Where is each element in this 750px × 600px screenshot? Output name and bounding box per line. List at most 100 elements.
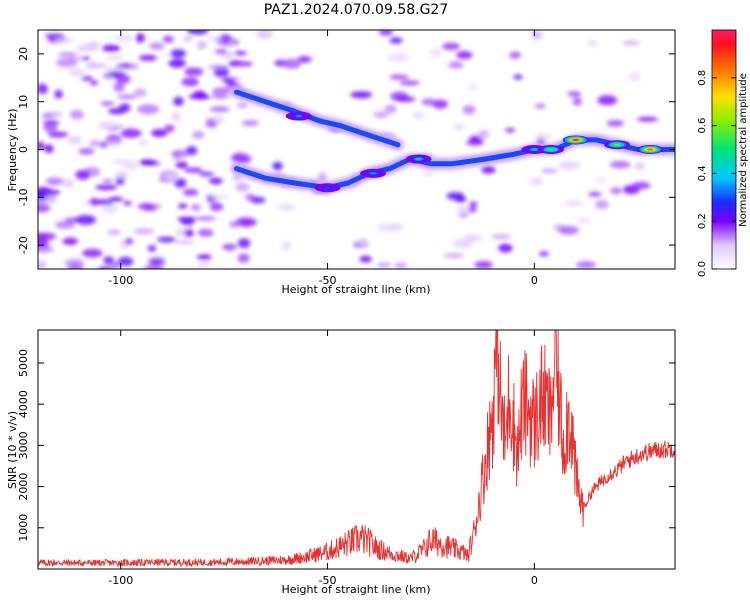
spectrogram-speckle bbox=[81, 75, 93, 81]
spectrogram-speckle bbox=[175, 161, 188, 169]
spectrogram-speckle bbox=[443, 253, 464, 259]
snr-y-axis: 1000 2000 3000 4000 5000 bbox=[17, 349, 675, 542]
spectrogram-x-tick-label: -50 bbox=[319, 274, 337, 287]
spectrogram-speckle bbox=[629, 71, 641, 82]
spectrogram-speckle bbox=[103, 256, 115, 265]
spectrogram-speckle bbox=[78, 148, 95, 155]
spectrogram-speckle bbox=[182, 36, 193, 42]
colorbar-gradient bbox=[711, 29, 737, 270]
spectrogram-speckle bbox=[133, 228, 155, 235]
spectrogram-speckle bbox=[237, 238, 251, 249]
spectrogram-speckle bbox=[185, 146, 198, 156]
snr-y-tick-label: 1000 bbox=[17, 514, 30, 542]
spectrogram-speckle bbox=[272, 161, 283, 171]
spectrogram-hotspot bbox=[369, 172, 377, 175]
spectrogram-speckle bbox=[171, 150, 190, 158]
spectrogram-speckle bbox=[184, 167, 203, 173]
spectrogram-speckle bbox=[95, 184, 118, 191]
spectrogram-speckle bbox=[234, 61, 253, 67]
spectrogram-hotspot bbox=[547, 148, 555, 151]
spectrogram-speckle bbox=[359, 255, 372, 263]
spectrogram-speckle bbox=[97, 121, 118, 130]
colorbar-tick-label: 0.4 bbox=[697, 165, 708, 181]
spectrogram-speckle bbox=[208, 177, 223, 185]
spectrogram-speckle bbox=[256, 30, 273, 39]
spectrogram-speckle bbox=[89, 139, 100, 148]
spectrogram-x-tick-label: 0 bbox=[531, 274, 538, 287]
spectrogram-speckle bbox=[491, 234, 512, 240]
spectrogram-speckle bbox=[558, 225, 579, 235]
spectrogram-speckle bbox=[282, 58, 302, 69]
spectrogram-speckle bbox=[609, 160, 631, 169]
spectrogram-y-label: Frequency (Hz) bbox=[6, 109, 19, 192]
spectrogram-speckle bbox=[82, 248, 103, 258]
spectrogram-x-tick-label: -100 bbox=[108, 274, 133, 287]
spectrogram-speckle bbox=[469, 83, 478, 91]
spectrogram-speckle bbox=[596, 177, 606, 183]
spectrogram-speckle bbox=[177, 203, 188, 209]
spectrogram-speckle bbox=[597, 95, 618, 106]
spectrogram-speckle bbox=[469, 201, 478, 207]
spectrogram-speckle bbox=[235, 217, 257, 227]
spectrogram-speckle bbox=[62, 237, 79, 245]
spectrogram-x-axis: -100 -50 0 bbox=[108, 30, 538, 287]
spectrogram-speckle bbox=[135, 33, 145, 43]
spectrogram-hotspot bbox=[646, 148, 654, 151]
spectrogram-speckle bbox=[43, 122, 58, 133]
spectrogram-speckle bbox=[137, 203, 155, 210]
spectrogram-speckle bbox=[129, 63, 139, 70]
spectrogram-speckle bbox=[621, 40, 641, 46]
spectrogram-speckle bbox=[54, 37, 76, 43]
spectrogram-speckle bbox=[93, 199, 114, 206]
spectrogram-speckle bbox=[576, 217, 591, 224]
spectrogram-speckle bbox=[197, 228, 214, 237]
spectrogram-speckle bbox=[108, 71, 126, 77]
spectrogram-y-tick-label: 20 bbox=[17, 47, 30, 61]
spectrogram-y-tick-label: -10 bbox=[17, 188, 30, 206]
spectrogram-speckle bbox=[474, 261, 494, 269]
spectrogram-speckle bbox=[139, 159, 157, 166]
spectrogram-speckle bbox=[235, 182, 250, 192]
spectrogram-speckle bbox=[75, 215, 97, 225]
spectrogram-speckle bbox=[123, 200, 132, 206]
spectrogram-speckle bbox=[198, 172, 215, 177]
spectrogram-speckle bbox=[174, 178, 187, 188]
spectrogram-speckle bbox=[67, 263, 83, 269]
spectrogram-speckle bbox=[588, 192, 602, 197]
spectrogram-speckle bbox=[389, 37, 403, 44]
spectrogram-speckle bbox=[147, 257, 166, 265]
spectrogram-hotspot bbox=[531, 148, 538, 151]
snr-lines bbox=[38, 330, 675, 568]
spectrogram-speckle bbox=[174, 239, 195, 245]
spectrogram-speckle bbox=[164, 124, 175, 133]
spectrogram-speckle bbox=[387, 53, 410, 62]
spectrogram-speckle bbox=[462, 104, 476, 115]
spectrogram-speckle bbox=[44, 33, 65, 39]
spectrogram-speckle bbox=[181, 77, 199, 87]
spectrogram-speckle bbox=[143, 266, 165, 269]
snr-x-tick-label: 0 bbox=[531, 574, 538, 587]
spectrogram-speckle bbox=[190, 203, 201, 212]
spectrogram-speckle bbox=[232, 175, 242, 180]
spectrogram-speckle bbox=[168, 58, 186, 68]
spectrogram-speckle bbox=[357, 238, 369, 248]
spectrogram-speckle bbox=[38, 260, 47, 269]
spectrogram-speckle bbox=[634, 162, 645, 171]
spectrogram-speckle bbox=[241, 119, 260, 127]
spectrogram-speckle bbox=[230, 154, 248, 163]
spectrogram-speckle bbox=[54, 89, 63, 99]
spectrogram-speckle bbox=[170, 49, 187, 58]
spectrogram-speckle bbox=[455, 195, 467, 203]
spectrogram-speckle bbox=[38, 204, 51, 213]
spectrogram-speckle bbox=[229, 221, 241, 228]
spectrogram-speckle bbox=[610, 187, 623, 195]
snr-x-axis: -100 -50 0 bbox=[108, 330, 538, 587]
spectrogram-speckle bbox=[458, 212, 469, 218]
colorbar-tick-label: 0.6 bbox=[697, 118, 708, 134]
spectrogram-speckle bbox=[399, 80, 421, 86]
spectrogram-speckle bbox=[509, 51, 521, 59]
spectrogram-speckle bbox=[567, 91, 582, 97]
spectrogram-speckle bbox=[558, 160, 580, 171]
spectrogram-speckle bbox=[209, 106, 230, 113]
spectrogram-speckle bbox=[197, 262, 212, 268]
